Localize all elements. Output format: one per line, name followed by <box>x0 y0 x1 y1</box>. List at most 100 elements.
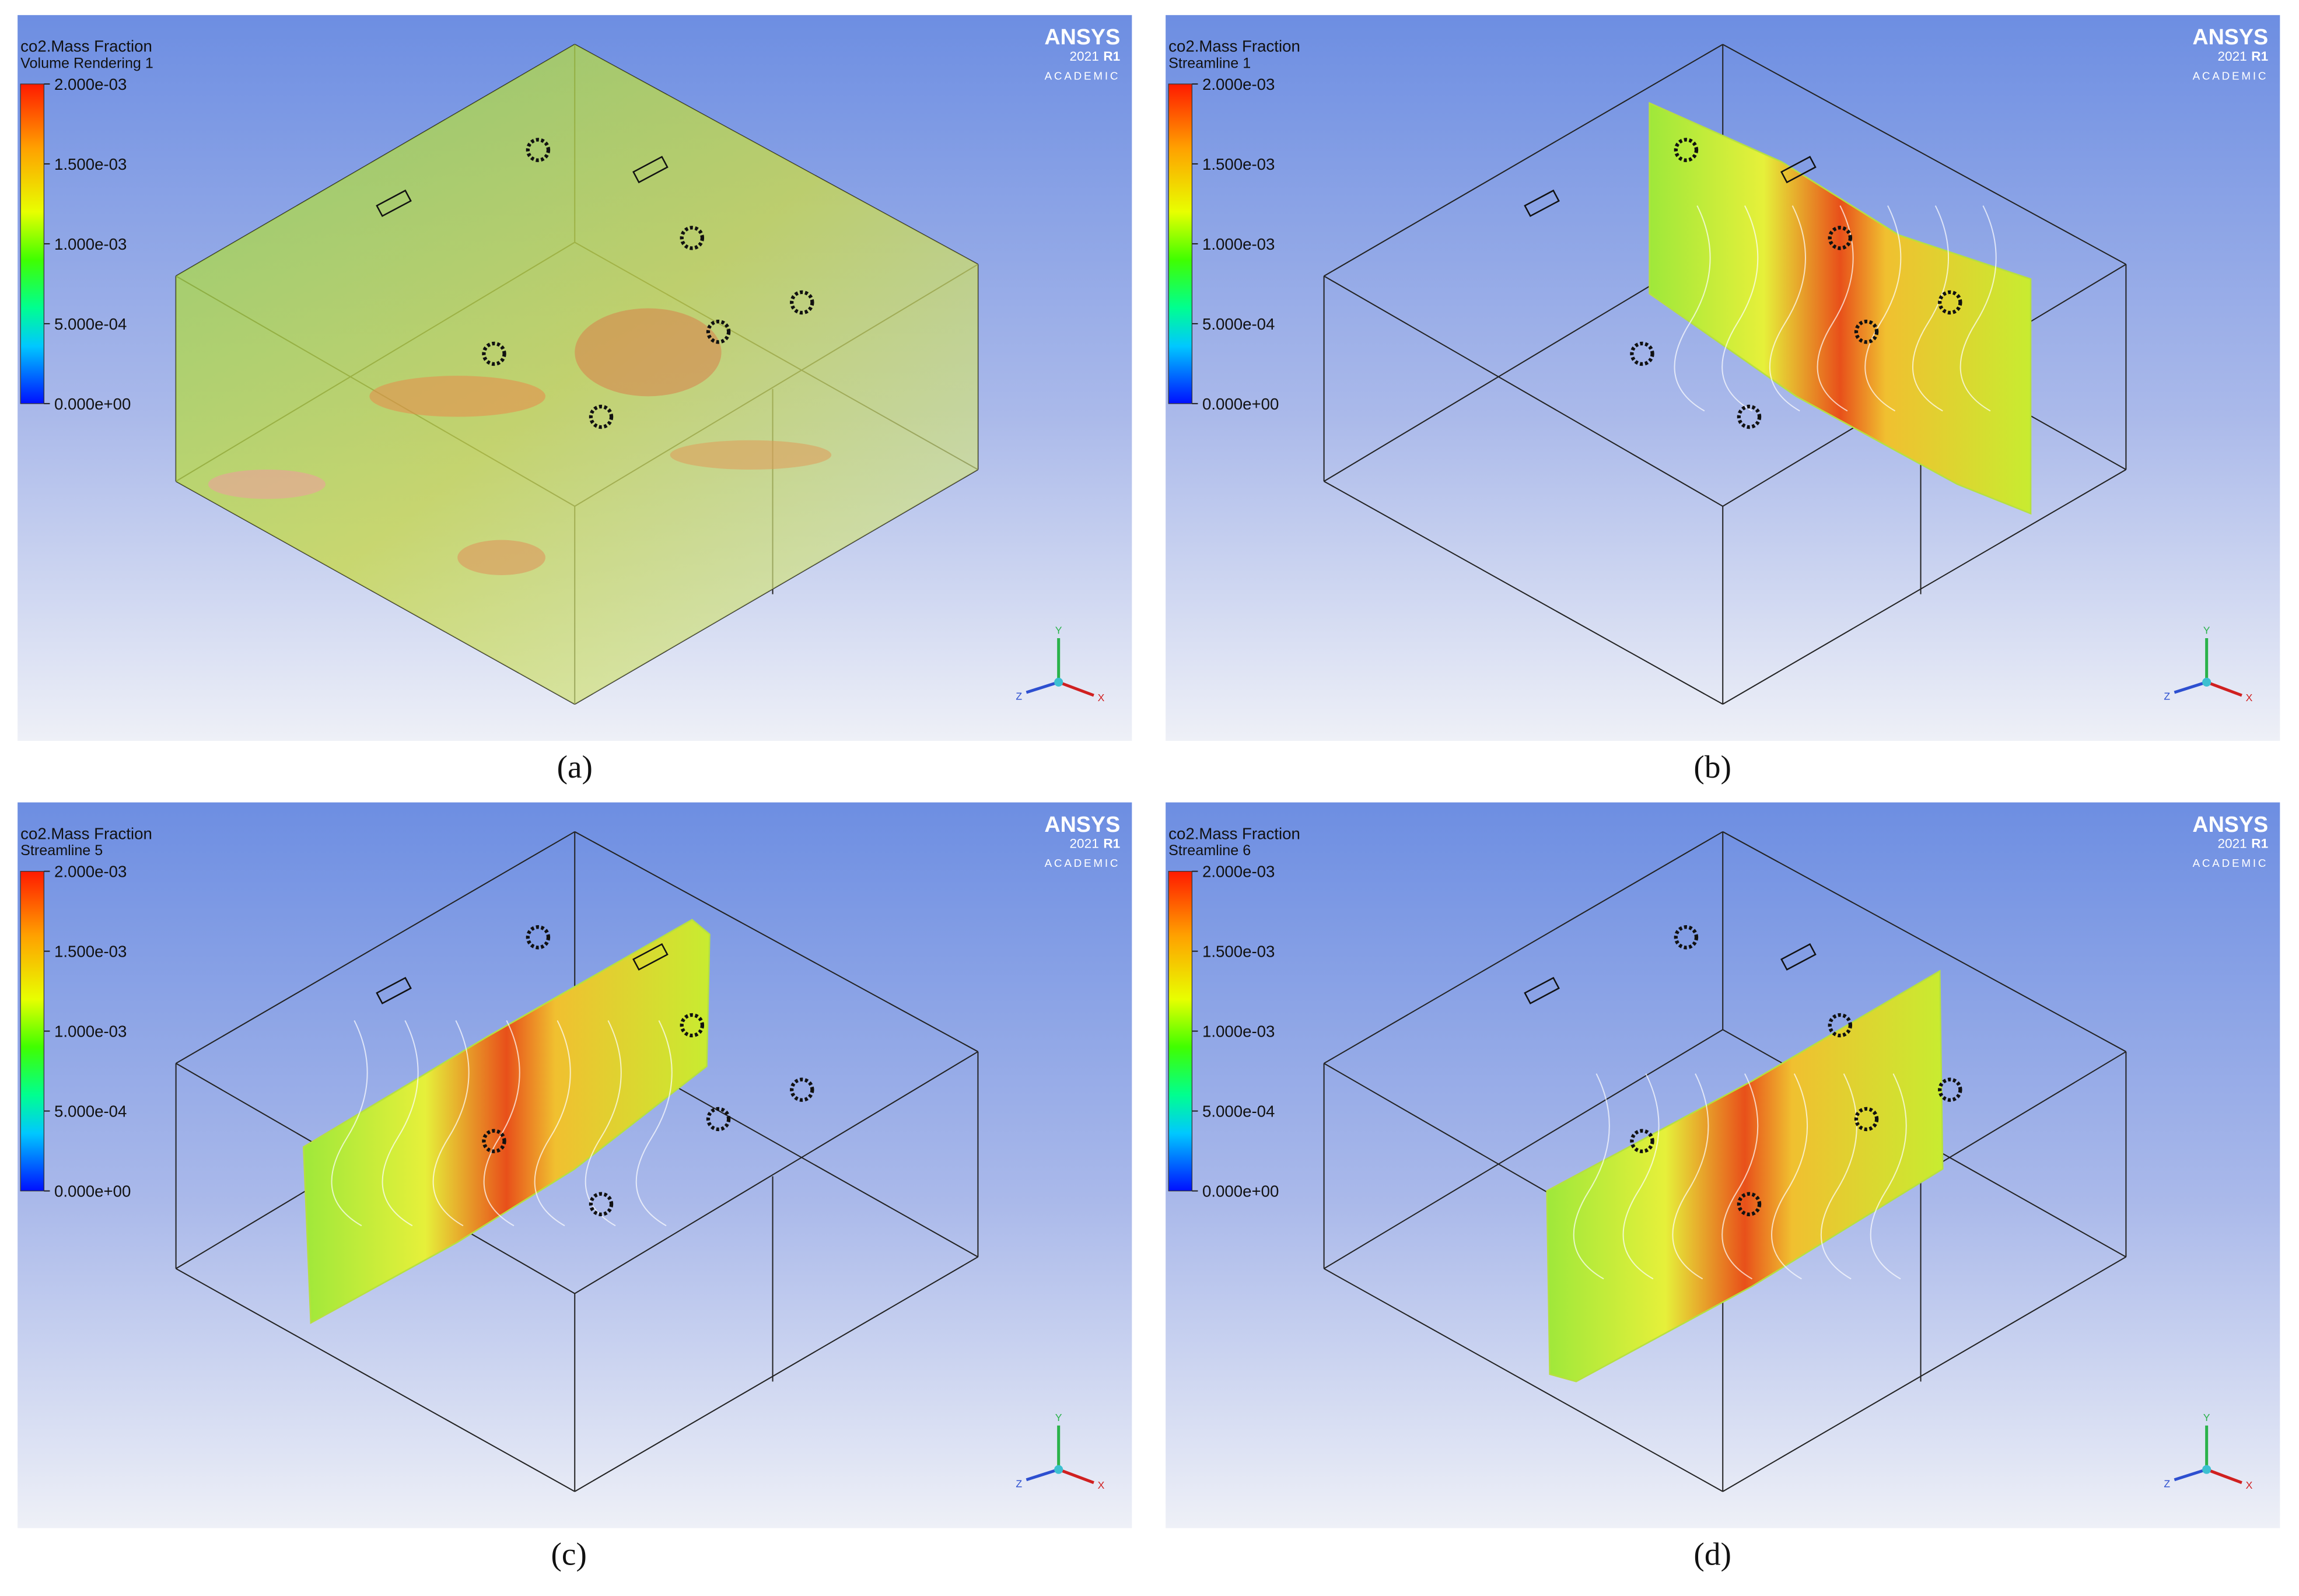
version-label: 2021 R1 <box>2217 49 2268 64</box>
axis-x-arrow <box>1058 681 1094 697</box>
streamline <box>635 1020 673 1227</box>
concentration-plume <box>670 440 832 470</box>
ceiling-diffuser <box>526 925 551 950</box>
legend-title: co2.Mass Fraction <box>20 824 152 842</box>
box-edge <box>1324 481 1723 705</box>
streamline <box>534 1020 571 1227</box>
color-bar-label: 1.000e-03 <box>1202 235 1275 253</box>
ceiling-diffuser <box>589 404 614 429</box>
color-bar <box>1168 871 1193 1192</box>
streamline <box>1721 1073 1759 1280</box>
axis-x-arrow <box>2206 681 2242 697</box>
triad-origin <box>2202 1465 2211 1474</box>
axis-x-label: X <box>1098 1479 1105 1491</box>
legend-title: co2.Mass Fraction <box>1168 824 1300 842</box>
color-bar-label: 5.000e-04 <box>54 1102 127 1121</box>
color-bar-label: 1.000e-03 <box>1202 1023 1275 1041</box>
box-edge <box>574 831 978 1052</box>
streamline <box>1622 1073 1660 1280</box>
streamline <box>1769 205 1806 412</box>
legend-title: co2.Mass Fraction <box>20 37 152 55</box>
edition-label: ACADEMIC <box>1045 69 1121 82</box>
streamline <box>331 1020 368 1227</box>
ceiling-diffuser <box>482 1129 506 1153</box>
streamline <box>1771 1073 1808 1280</box>
color-bar-label: 1.000e-03 <box>54 235 127 253</box>
ceiling-diffuser <box>790 290 814 315</box>
panel-caption: (b) <box>1693 749 1731 785</box>
exhaust-vent <box>1780 943 1817 971</box>
color-bar-label: 5.000e-04 <box>54 315 127 333</box>
color-bar-label: 2.000e-03 <box>1202 863 1275 881</box>
edition-label: ACADEMIC <box>2193 857 2269 869</box>
concentration-plume <box>457 540 545 575</box>
streamline <box>1820 1073 1857 1280</box>
ceiling-diffuser <box>680 226 705 250</box>
axis-z-label: Z <box>2164 1478 2170 1489</box>
volume-rendering <box>176 44 978 705</box>
edition-label: ACADEMIC <box>1045 857 1121 869</box>
version-release: R1 <box>1103 836 1120 850</box>
box-edge <box>1722 831 2126 1052</box>
ceiling-diffuser <box>1737 404 1762 429</box>
ceiling-diffuser <box>1854 1107 1879 1132</box>
ceiling-diffuser <box>706 1107 731 1132</box>
streamline <box>1912 205 1949 412</box>
exhaust-vent <box>1524 977 1560 1005</box>
ceiling-diffuser <box>1938 290 1962 315</box>
ceiling-diffuser <box>1674 138 1699 162</box>
axis-y-label: Y <box>1055 625 1062 636</box>
exhaust-vent <box>376 977 412 1005</box>
version-label: 2021 R1 <box>2217 836 2268 850</box>
streamline <box>432 1020 470 1227</box>
streamline <box>1573 1073 1610 1280</box>
brand-logo: ANSYS <box>1044 812 1120 836</box>
exhaust-vent <box>1524 189 1560 218</box>
color-bar-label: 5.000e-04 <box>1202 315 1275 333</box>
concentration-plume <box>369 376 545 417</box>
box-edge <box>1324 831 1723 1064</box>
color-bar-label: 5.000e-04 <box>1202 1102 1275 1121</box>
color-bar <box>20 871 45 1192</box>
panel-caption: (a) <box>557 749 593 785</box>
color-bar <box>20 83 45 404</box>
axis-z-arrow <box>2174 681 2207 694</box>
exhaust-vent <box>632 943 669 971</box>
ceiling-diffuser <box>706 320 731 344</box>
triad-origin <box>1054 1465 1063 1474</box>
axis-y-label: Y <box>2203 1412 2210 1423</box>
color-bar-label: 1.500e-03 <box>1202 155 1275 173</box>
axis-y-label: Y <box>1055 1412 1062 1423</box>
streamline <box>1721 205 1759 412</box>
version-release: R1 <box>2251 836 2268 850</box>
ceiling-diffuser <box>526 138 551 162</box>
axis-y-label: Y <box>2203 625 2210 636</box>
exhaust-vent <box>376 189 412 218</box>
box-edge <box>1324 275 1723 507</box>
color-bar-label: 0.000e+00 <box>54 395 131 413</box>
axis-z-label: Z <box>1016 691 1022 702</box>
brand-logo: ANSYS <box>2192 812 2268 836</box>
version-year: 2021 <box>1069 49 1098 64</box>
panel-caption: (d) <box>1693 1536 1731 1572</box>
streamline <box>1864 205 1902 412</box>
color-bar-label: 2.000e-03 <box>54 863 127 881</box>
ceiling-diffuser <box>1737 1192 1762 1216</box>
ceiling-diffuser <box>1630 341 1654 366</box>
color-bar-label: 1.000e-03 <box>54 1023 127 1041</box>
axis-z-arrow <box>1026 1468 1059 1482</box>
version-label: 2021 R1 <box>1069 836 1120 850</box>
box-edge <box>1722 44 2126 265</box>
ceiling-diffuser <box>1674 925 1699 950</box>
axis-x-label: X <box>2246 1479 2253 1491</box>
box-edge <box>574 1051 978 1294</box>
legend-title: co2.Mass Fraction <box>1168 37 1300 55</box>
exhaust-vent <box>1780 156 1817 184</box>
color-bar-label: 1.500e-03 <box>1202 943 1275 961</box>
ceiling-diffuser <box>1828 226 1853 250</box>
version-year: 2021 <box>1069 836 1098 850</box>
